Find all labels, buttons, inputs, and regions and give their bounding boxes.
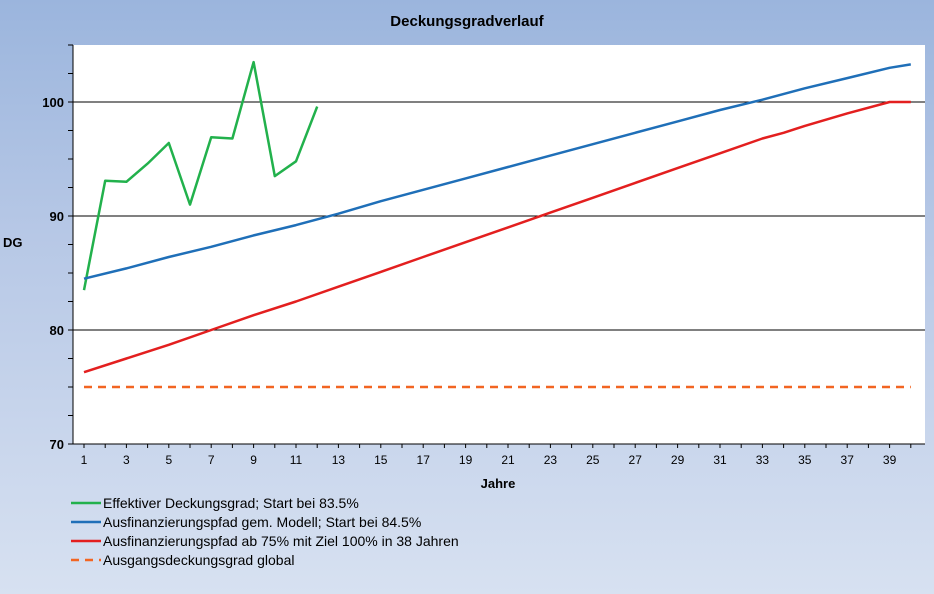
gridlines [73, 101, 925, 331]
x-tick-label-19: 19 [459, 453, 473, 467]
y-tick-label-70: 70 [50, 437, 64, 452]
x-tick-label-27: 27 [629, 453, 643, 467]
x-tick-label-7: 7 [208, 453, 215, 467]
x-tick-label-5: 5 [165, 453, 172, 467]
x-tick-label-21: 21 [501, 453, 515, 467]
legend-label-2: Ausfinanzierungspfad gem. Modell; Start … [103, 514, 421, 530]
legend-label-3: Ausfinanzierungspfad ab 75% mit Ziel 100… [103, 533, 459, 549]
legend-label-1: Effektiver Deckungsgrad; Start bei 83.5% [103, 495, 359, 511]
x-tick-label-31: 31 [713, 453, 727, 467]
x-tick-label-15: 15 [374, 453, 388, 467]
x-tick-label-29: 29 [671, 453, 685, 467]
series-line-1 [82, 60, 319, 291]
x-tick-label-33: 33 [756, 453, 770, 467]
x-axis-title: Jahre [481, 476, 516, 491]
y-tick-label-90: 90 [50, 209, 64, 224]
x-tick-label-17: 17 [417, 453, 431, 467]
y-tick-label-100: 100 [42, 95, 64, 110]
x-tick-label-23: 23 [544, 453, 558, 467]
x-tick-label-11: 11 [290, 453, 303, 467]
legend: Effektiver Deckungsgrad; Start bei 83.5%… [71, 495, 459, 568]
y-tick-label-80: 80 [50, 323, 64, 338]
x-tick-label-3: 3 [123, 453, 130, 467]
x-tick-label-39: 39 [883, 453, 897, 467]
plot-area [73, 45, 925, 444]
x-tick-label-25: 25 [586, 453, 600, 467]
chart-title: Deckungsgradverlauf [390, 13, 544, 30]
series-line-3 [83, 100, 911, 374]
x-tick-label-9: 9 [250, 453, 257, 467]
legend-label-4: Ausgangsdeckungsgrad global [103, 552, 294, 568]
y-axis-title: DG [3, 235, 23, 250]
series-line-2 [83, 63, 911, 280]
x-tick-label-1: 1 [81, 453, 88, 467]
x-tick-label-35: 35 [798, 453, 812, 467]
x-tick-label-37: 37 [841, 453, 855, 467]
x-tick-label-13: 13 [332, 453, 346, 467]
series-lines [82, 60, 911, 389]
